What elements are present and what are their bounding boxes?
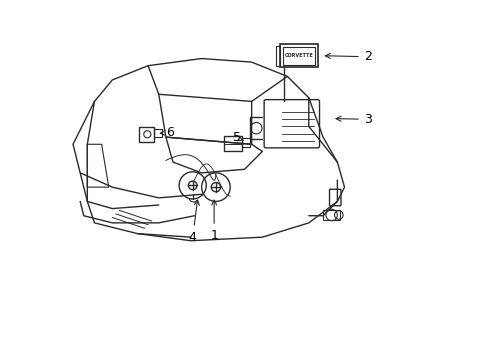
Text: 6: 6: [160, 126, 174, 139]
Bar: [154, 129, 162, 137]
Text: 1: 1: [210, 200, 218, 242]
Text: 3: 3: [335, 113, 371, 126]
Text: 4: 4: [188, 200, 199, 244]
Text: 5: 5: [232, 131, 243, 144]
Bar: [242, 138, 249, 147]
Bar: [224, 136, 242, 151]
Text: 2: 2: [325, 50, 371, 63]
Bar: [275, 46, 280, 66]
Bar: [283, 47, 314, 64]
Text: CORVETTE: CORVETTE: [284, 53, 312, 58]
Bar: [280, 44, 317, 67]
Bar: [139, 127, 154, 142]
Bar: [323, 210, 340, 220]
